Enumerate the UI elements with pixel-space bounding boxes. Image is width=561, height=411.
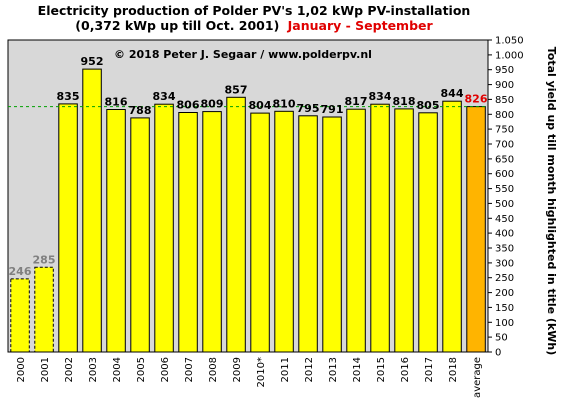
bar-2008 — [202, 111, 222, 353]
x-tick-label: 2013 — [328, 357, 339, 382]
x-tick-label: 2008 — [208, 357, 219, 382]
x-tick-label: 2003 — [88, 357, 99, 382]
value-label: 285 — [33, 253, 56, 266]
bar-2007 — [178, 112, 198, 353]
y-tick-labels: 0 50 100 150 200 250 300 350 400 450 500 550 600 650 7… — [488, 36, 524, 359]
bar-2014 — [346, 108, 366, 353]
y-tick-label: 450 — [495, 214, 514, 225]
x-tick-label: 2017 — [424, 357, 435, 382]
value-label: 844 — [441, 87, 464, 100]
x-tick-labels: 2000 2001 2002 2003 2004 2005 2006 2007 2008 2009… — [16, 357, 483, 398]
plot-area — [7, 39, 489, 353]
value-label: 806 — [177, 99, 200, 112]
x-tick-label: 2000 — [16, 357, 27, 382]
y-axis-title: Total yield up till month highlighted in… — [545, 47, 558, 356]
x-tick-label: 2009 — [232, 357, 243, 382]
bar-2013 — [322, 116, 342, 353]
y-tick-label: 350 — [495, 244, 514, 255]
x-tick-label: 2018 — [448, 357, 459, 382]
x-tick-label: 2004 — [112, 357, 123, 382]
bar-average — [466, 106, 486, 353]
value-label: 810 — [273, 97, 296, 110]
bar-2012 — [298, 115, 318, 353]
bar-2004 — [106, 109, 126, 353]
bar-2018 — [442, 100, 462, 353]
y-tick-label: 50 — [495, 333, 508, 344]
bar-2015 — [370, 103, 390, 353]
y-tick-label: 300 — [495, 258, 514, 269]
y-tick-label: 650 — [495, 154, 514, 165]
chart-title-subtitle: (0,372 kWp up till Oct. 2001) — [75, 18, 279, 33]
y-tick-label: 800 — [495, 110, 514, 121]
y-tick-label: 250 — [495, 273, 514, 284]
chart-title-line1: Electricity production of Polder PV's 1,… — [38, 3, 471, 18]
chart-copyright: © 2018 Peter J. Segaar / www.polderpv.nl — [114, 48, 372, 61]
value-label: 835 — [57, 90, 80, 103]
y-tick-label: 750 — [495, 125, 514, 136]
y-tick-label: 200 — [495, 288, 514, 299]
y-tick-label: 900 — [495, 80, 514, 91]
value-label: 826 — [465, 93, 488, 106]
value-label: 795 — [297, 102, 320, 115]
value-label: 834 — [369, 90, 392, 103]
y-tick-label: 1.050 — [495, 36, 524, 47]
bar-2011 — [274, 110, 294, 353]
y-tick-label: 600 — [495, 169, 514, 180]
y-tick-label: 500 — [495, 199, 514, 210]
value-label: 791 — [321, 103, 344, 116]
y-tick-label: 850 — [495, 95, 514, 106]
bar-2000 — [10, 278, 30, 353]
bar-2001 — [34, 266, 54, 353]
y-tick-label: 100 — [495, 318, 514, 329]
x-tick-label: 2005 — [136, 357, 147, 382]
y-tick-label: 400 — [495, 229, 514, 240]
x-tick-label: 2010* — [256, 357, 267, 387]
value-label: 246 — [9, 265, 32, 278]
value-label: 805 — [417, 99, 440, 112]
x-tick-label: 2006 — [160, 357, 171, 382]
bar-2009 — [226, 96, 246, 353]
bar-2005 — [130, 117, 150, 353]
bar-2002 — [58, 103, 78, 353]
value-label: 834 — [153, 90, 176, 103]
chart-title-period: January - September — [287, 18, 434, 33]
x-tick-label: 2016 — [400, 357, 411, 382]
value-label: 816 — [105, 96, 128, 109]
x-tick-label: 2015 — [376, 357, 387, 382]
x-tick-label: 2002 — [64, 357, 75, 382]
x-tick-label: 2001 — [40, 357, 51, 382]
y-tick-label: 550 — [495, 184, 514, 195]
y-tick-label: 950 — [495, 65, 514, 76]
value-label: 788 — [129, 104, 152, 117]
x-tick-label: 2011 — [280, 357, 291, 382]
value-label: 817 — [345, 95, 368, 108]
y-tick-label: 700 — [495, 140, 514, 151]
chart-title-line2: (0,372 kWp up till Oct. 2001) January - … — [75, 18, 433, 33]
value-label: 952 — [81, 55, 104, 68]
value-label: 857 — [225, 83, 248, 96]
y-tick-label: 150 — [495, 303, 514, 314]
value-label: 804 — [249, 99, 272, 112]
x-tick-label: average — [472, 357, 483, 398]
bar-2006 — [154, 103, 174, 353]
x-tick-label: 2007 — [184, 357, 195, 382]
bar-2017 — [418, 112, 438, 353]
value-label: 818 — [393, 95, 416, 108]
bar-2003 — [82, 68, 102, 353]
bar-2016 — [394, 108, 414, 353]
y-tick-label: 0 — [495, 348, 501, 359]
x-tick-label: 2012 — [304, 357, 315, 382]
bar-2010 — [250, 112, 270, 353]
y-tick-label: 1.000 — [495, 50, 524, 61]
x-tick-label: 2014 — [352, 357, 363, 382]
value-label: 809 — [201, 98, 224, 111]
